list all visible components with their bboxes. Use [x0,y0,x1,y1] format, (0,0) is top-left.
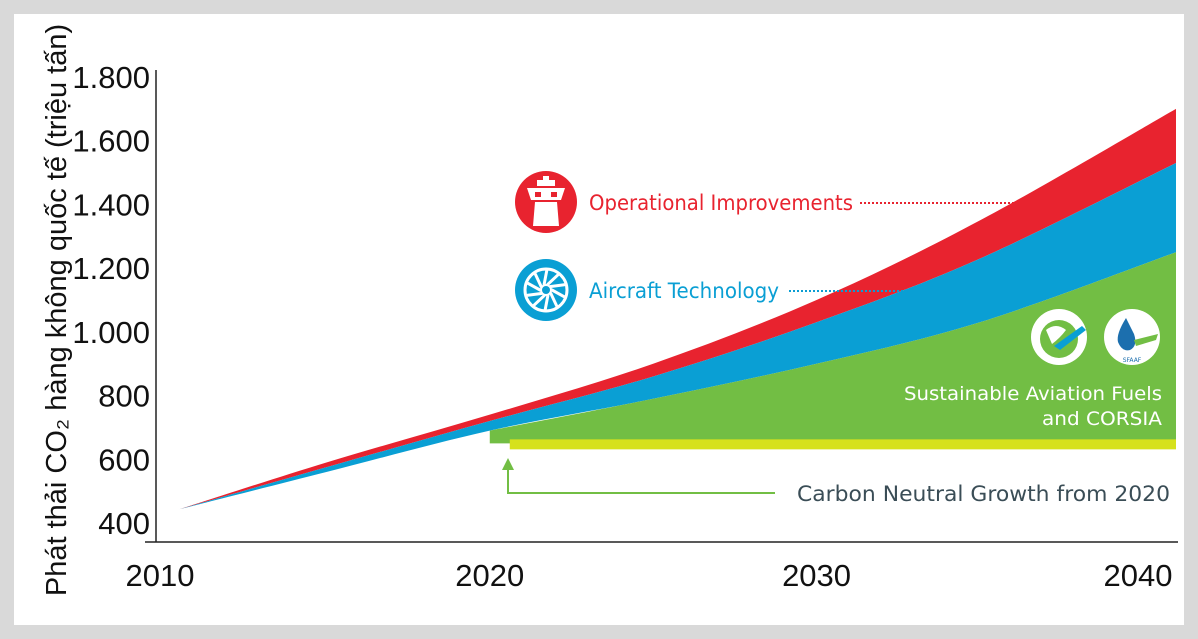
fan-blade [543,294,550,311]
fan-blade [533,272,543,288]
y-tick-label: 1.400 [72,187,150,222]
saf-label-line1: Sustainable Aviation Fuels [904,383,1162,405]
fan-blade [546,273,560,286]
carbon-neutral-growth-label: Carbon Neutral Growth from 2020 [797,482,1170,506]
aircraft-technology-label: Aircraft Technology [589,279,779,303]
operational-improvements-label: Operational Improvements [589,191,853,215]
x-tick-label: 2030 [782,558,851,593]
carbon-neutral-arrow [502,458,775,494]
y-tick-label: 1.600 [72,124,150,159]
y-tick-label: 1.800 [72,60,150,95]
fan-blade [550,288,566,299]
y-tick-label: 800 [98,379,150,414]
fan-blade [526,292,543,297]
x-tick-label: 2010 [126,558,195,593]
y-tick-label: 1.200 [72,251,150,286]
control-tower-icon [515,171,577,233]
carbon-neutral-baseline-band [509,439,1177,450]
globe-plane-icon [1031,309,1087,365]
y-axis-label: Phát thải CO₂ hàng không quốc tế (triệu … [41,24,73,596]
fan-blade [532,294,546,307]
x-tick-label: 2040 [1104,558,1173,593]
y-tick-labels: 400 600 800 1.000 1.200 1.400 1.600 1.800 [72,60,150,541]
saf-logo-text: SFAAF [1123,357,1142,364]
x-tick-labels: 2010 2020 2030 2040 [126,558,1173,593]
y-tick-label: 400 [98,506,150,541]
area-sustainable-aviation-fuels [489,252,1177,444]
saf-label-line2: and CORSIA [1042,408,1162,430]
y-tick-label: 600 [98,442,150,477]
fan-blade [549,292,559,308]
fan-blade [542,269,549,286]
fan-blade [549,283,566,288]
y-tick-label: 1.000 [72,315,150,350]
fuel-drop-plane-icon: SFAAF [1104,309,1160,365]
fan-blade [526,281,542,292]
turbine-fan-icon [515,259,577,321]
x-tick-label: 2020 [455,558,524,593]
